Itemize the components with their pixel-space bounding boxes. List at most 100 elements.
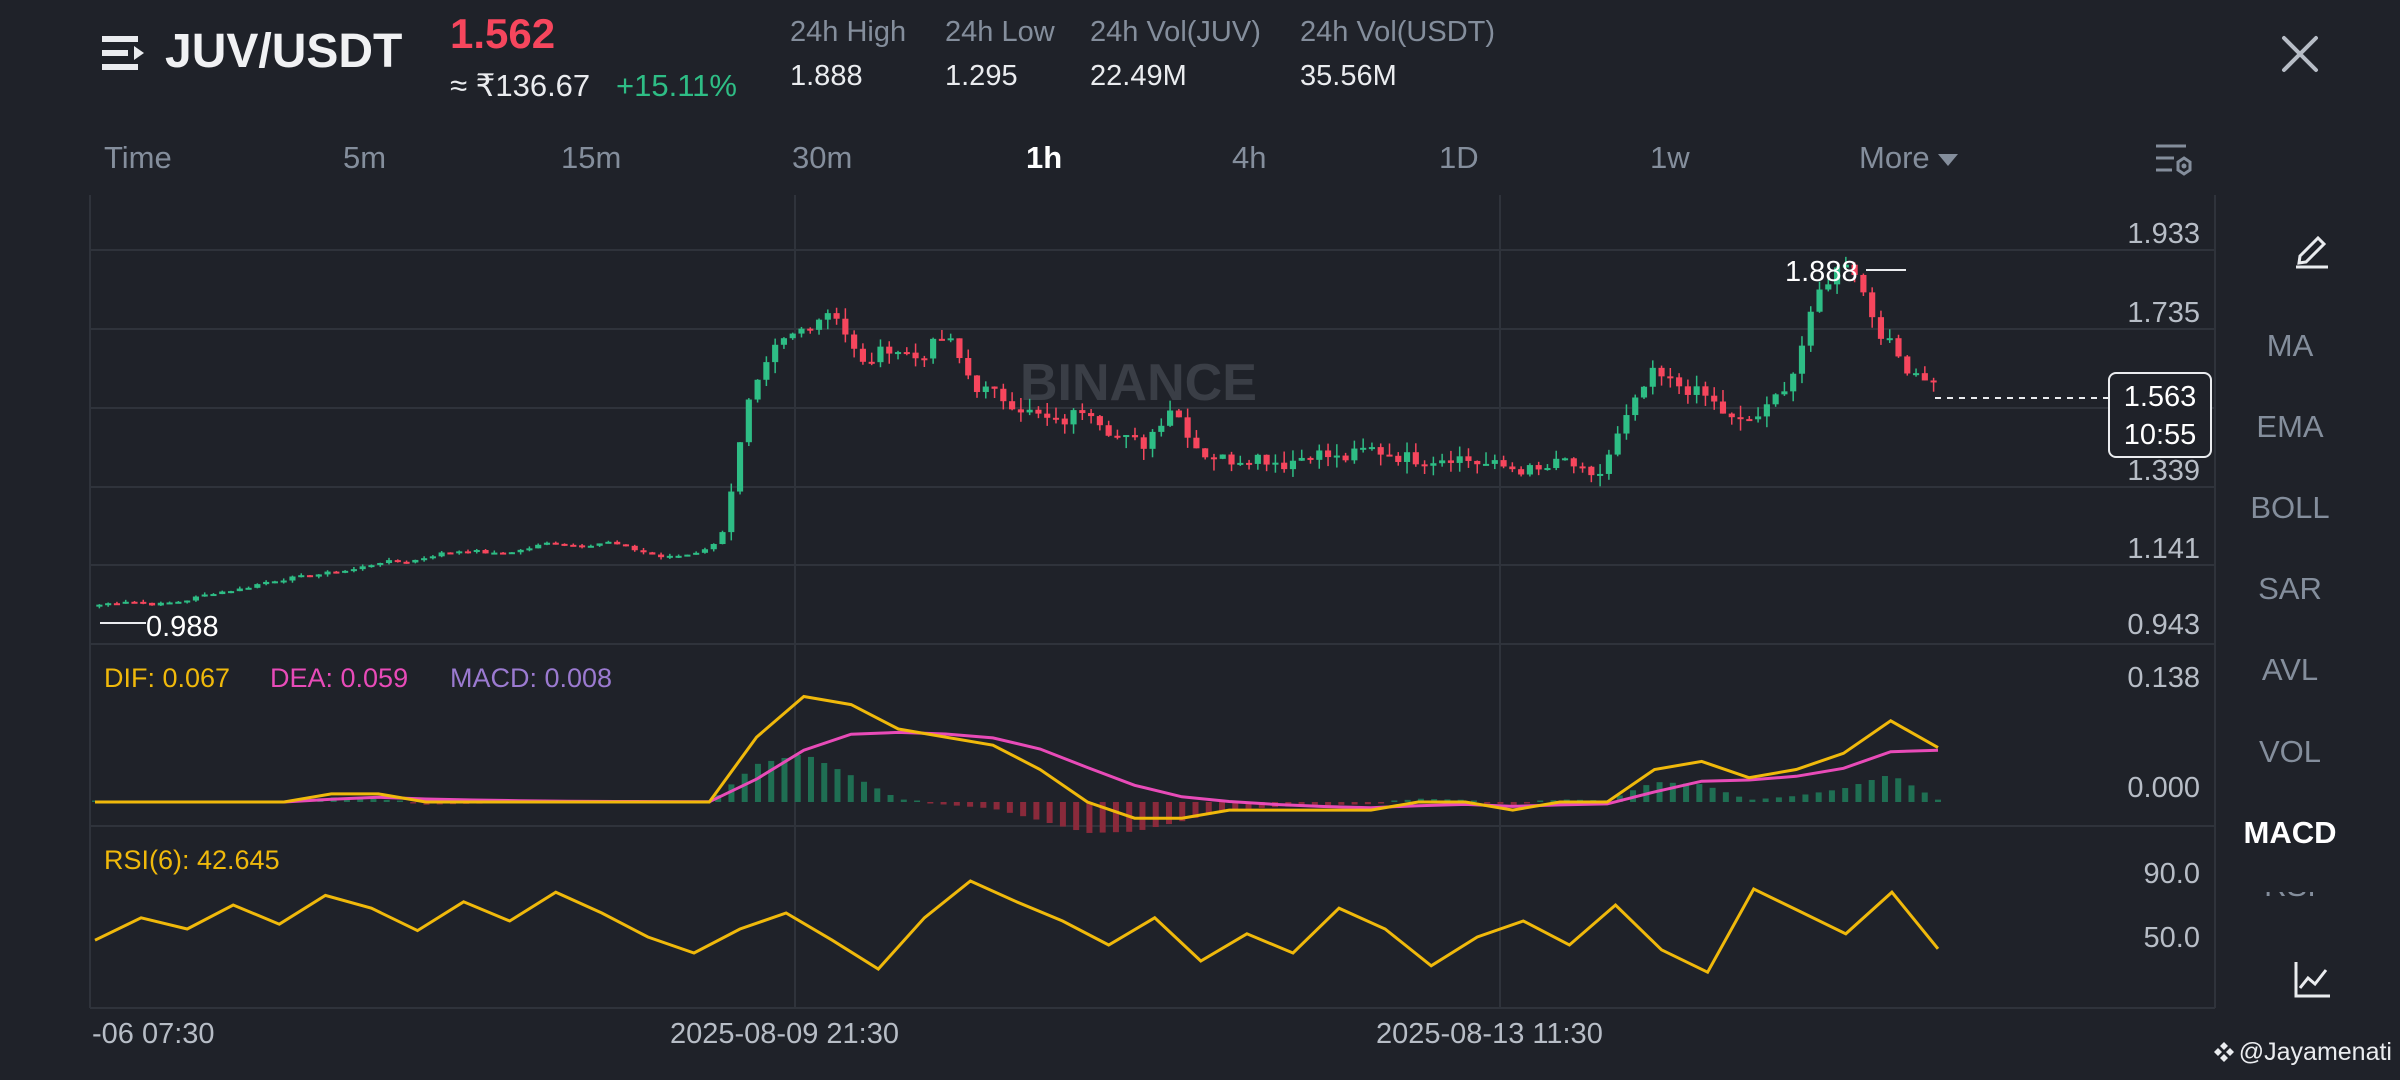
macd-histogram-bar — [1364, 802, 1371, 805]
macd-histogram-bar — [1497, 802, 1504, 804]
close-icon[interactable] — [2276, 30, 2324, 78]
macd-histogram-bar — [1709, 787, 1716, 802]
candle-body — [657, 554, 665, 558]
candle-body — [421, 558, 428, 561]
menu-icon[interactable] — [100, 30, 148, 78]
macd-histogram-bar — [1298, 802, 1305, 807]
candle-body — [754, 379, 761, 400]
candle-body — [1395, 455, 1402, 462]
macd-histogram-bar — [1351, 802, 1358, 805]
candle-body — [886, 346, 893, 354]
macd-histogram-bar — [1311, 802, 1318, 806]
candle-body — [429, 556, 436, 559]
macd-histogram-bar — [1921, 792, 1928, 802]
credit-text: @Jayamenati — [2238, 1038, 2392, 1066]
candle-body — [140, 601, 147, 604]
candle-body — [1140, 437, 1147, 449]
indicator-macd[interactable]: MACD — [2243, 815, 2337, 850]
candle-body — [1877, 317, 1885, 339]
macd-histogram-bar — [834, 769, 841, 802]
candle-body — [1000, 388, 1007, 402]
candle-body — [368, 565, 375, 568]
candle-body — [1772, 394, 1779, 405]
candle-body — [973, 375, 981, 393]
macd-dif-label: DIF: 0.067 — [104, 663, 231, 693]
indicator-rsi[interactable]: RSI — [2225, 892, 2355, 908]
candle-body — [385, 560, 393, 564]
macd-histogram-bar — [874, 788, 881, 802]
tab-more[interactable]: More — [1859, 140, 1958, 176]
approx-fiat-price: ≈ ₹136.67 — [450, 68, 591, 103]
tab-4h[interactable]: 4h — [1232, 140, 1267, 175]
candle-body — [736, 442, 744, 492]
pair-title[interactable]: JUV/USDT — [165, 25, 403, 78]
macd-histogram-bar — [1112, 802, 1119, 833]
candle-body — [394, 560, 401, 563]
candle-body — [1465, 456, 1472, 461]
candle-body — [1702, 386, 1709, 396]
indicator-sar[interactable]: SAR — [2258, 571, 2322, 606]
candle-body — [1017, 409, 1024, 413]
tab-1w[interactable]: 1w — [1650, 140, 1690, 175]
macd-histogram-bar — [914, 800, 921, 802]
indicator-avl[interactable]: AVL — [2261, 652, 2319, 687]
tab-more-label: More — [1859, 140, 1930, 175]
indicator-ema[interactable]: EMA — [2256, 409, 2324, 444]
tab-1h[interactable]: 1h — [1026, 140, 1063, 175]
stat-value-24h-low: 1.295 — [945, 60, 1018, 92]
stat-value-24h-vol-quote: 35.56M — [1300, 60, 1397, 92]
candle-body — [1658, 367, 1665, 377]
tab-time[interactable]: Time — [104, 140, 172, 175]
indicator-ma[interactable]: MA — [2266, 328, 2314, 363]
pencil-icon[interactable] — [2290, 226, 2334, 270]
candle-body — [447, 552, 454, 555]
indicator-boll[interactable]: BOLL — [2250, 490, 2330, 525]
candle-body — [1640, 386, 1648, 398]
candle-body — [903, 352, 910, 355]
candle-body — [1676, 377, 1683, 387]
candle-body — [192, 596, 199, 601]
candle-body — [526, 548, 533, 551]
candle-body — [298, 575, 305, 578]
candle-body — [912, 352, 919, 359]
chart-settings-icon[interactable] — [2152, 138, 2196, 182]
candle-body — [1351, 448, 1358, 461]
macd-histogram-bar — [794, 755, 801, 802]
tab-1d[interactable]: 1D — [1439, 140, 1479, 175]
macd-histogram-bar — [1616, 795, 1623, 802]
tab-15m[interactable]: 15m — [561, 140, 622, 175]
stat-label-24h-low: 24h Low — [945, 16, 1055, 48]
macd-histogram-bar — [1868, 780, 1875, 802]
binance-logo-icon — [2214, 1042, 2234, 1062]
candle-body — [772, 344, 779, 363]
candle-body — [122, 601, 129, 604]
macd-histogram-bar — [900, 799, 907, 802]
candle-body — [877, 346, 884, 363]
macd-histogram-bar — [1736, 796, 1743, 802]
candle-body — [684, 554, 691, 557]
trend-chart-icon[interactable] — [2290, 958, 2334, 1002]
macd-histogram-bar — [1550, 800, 1557, 802]
candle-body — [596, 543, 603, 546]
candle-body — [1684, 386, 1691, 395]
indicator-vol[interactable]: VOL — [2258, 734, 2322, 769]
candle-body — [1869, 292, 1876, 318]
candle-body — [1851, 264, 1858, 275]
candle-body — [587, 545, 594, 548]
candle-body — [1834, 267, 1841, 285]
macd-histogram-bar — [821, 763, 828, 802]
candle-body — [824, 313, 831, 320]
candle-body — [1096, 416, 1103, 426]
candle-body — [131, 601, 138, 604]
candle-body — [175, 601, 182, 604]
macd-histogram-bar — [1086, 802, 1093, 833]
dif-line — [95, 694, 1939, 820]
macd-histogram-bar — [940, 802, 947, 805]
candle-body — [342, 570, 349, 573]
macd-axis-label: 0.138 — [2127, 662, 2200, 694]
tab-5m[interactable]: 5m — [343, 140, 387, 175]
candle-body — [1632, 397, 1639, 416]
candle-body — [1491, 460, 1498, 464]
tab-30m[interactable]: 30m — [792, 140, 853, 175]
